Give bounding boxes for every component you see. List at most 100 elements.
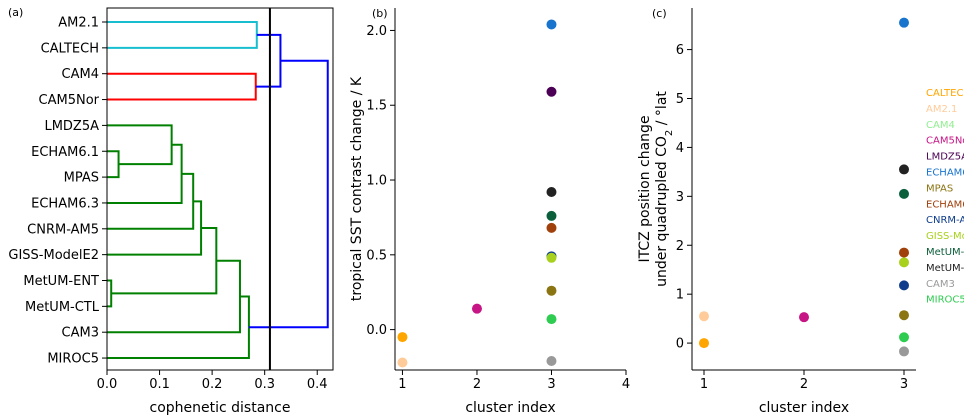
- data-point-lmdz5a: [546, 86, 557, 97]
- data-point-cam3: [546, 356, 557, 367]
- y-tick-label: 1: [676, 288, 684, 303]
- x-tick-label: 1: [700, 377, 708, 392]
- leaf-label: ECHAM6.3: [31, 196, 99, 211]
- legend-entry-caltech: CALTECH: [926, 88, 964, 99]
- legend-entry-cam4: CAM4: [926, 120, 955, 131]
- dendrogram-link-10: [107, 295, 250, 360]
- panel-tag-c: (c): [652, 7, 667, 20]
- y-tick-label: 0.5: [366, 248, 387, 263]
- legend-entry-lmdz5a: LMDZ5A: [926, 152, 964, 163]
- leaf-label: MIROC5: [47, 352, 99, 367]
- x-tick-label: 4: [622, 377, 630, 392]
- leaf-label: MPAS: [64, 171, 99, 186]
- data-point-metum-ctl: [546, 186, 557, 197]
- x-tick-label: 3: [547, 377, 555, 392]
- data-point-metum-ent: [899, 188, 909, 199]
- x-axis-label: cluster index: [465, 400, 555, 416]
- dendrogram-frame: [106, 7, 334, 371]
- y-tick-label: 0: [676, 337, 684, 352]
- data-point-caltech: [699, 338, 709, 349]
- legend-entry-echam6.3: ECHAM6.3: [926, 199, 964, 210]
- data-point-giss-modele2: [546, 252, 557, 263]
- data-point-giss-modele2: [899, 257, 909, 268]
- y-tick-label: 4: [676, 141, 684, 156]
- y-label-unit: / °lat: [654, 91, 670, 130]
- y-tick-label: 3: [676, 190, 684, 205]
- x-tick-label: 2: [800, 377, 808, 392]
- y-axis-label-line-1: ITCZ position change: [637, 115, 653, 262]
- data-point-echam6.1: [899, 17, 909, 28]
- data-point-mpas: [546, 285, 557, 296]
- dendrogram-link-12: [248, 59, 329, 329]
- legend-entry-metum-ent: MetUM-ENT: [926, 247, 964, 258]
- legend-entry-miroc5: MIROC5: [926, 295, 964, 306]
- dendrogram-link-1: [107, 72, 257, 101]
- leaf-label: ECHAM6.1: [31, 145, 99, 160]
- dendrogram-link-7: [107, 279, 113, 308]
- x-tick-label: 0.3: [254, 377, 275, 392]
- data-point-mpas: [899, 310, 909, 321]
- panel-tag-a: (a): [8, 6, 23, 19]
- legend-entry-am2.1: AM2.1: [926, 104, 957, 115]
- y-axis-label: tropical SST contrast change / K: [349, 76, 365, 301]
- leaf-label: GISS-ModelE2: [8, 248, 99, 263]
- y-tick-label: 0.0: [366, 323, 387, 338]
- x-tick-label: 0.4: [307, 377, 328, 392]
- leaf-label: CAM4: [62, 67, 99, 82]
- leaf-label: LMDZ5A: [44, 119, 99, 134]
- sst-contrast-panel: 1 2 3 4 0.0 0.5 1.0 1.5 2.0 cluster index tropical…: [349, 8, 630, 416]
- y-label-subscript: 2: [664, 130, 675, 136]
- leaf-label: CALTECH: [41, 41, 99, 56]
- legend-entry-giss-modele2: GISS-ModelE2: [926, 231, 964, 242]
- dendrogram-link-3: [107, 124, 173, 166]
- x-axis-label: cluster index: [759, 400, 849, 416]
- y-tick-label: 1.5: [366, 99, 387, 114]
- legend-entry-cam3: CAM3: [926, 279, 955, 290]
- dendrogram-link-0: [107, 21, 258, 49]
- x-tick-label: 1: [398, 377, 406, 392]
- panel-tag-b: (b): [372, 7, 388, 20]
- data-point-miroc5: [546, 314, 557, 325]
- dendrogram-link-9: [107, 259, 241, 334]
- legend-entry-cnrm-am5: CNRM-AM5: [926, 215, 964, 226]
- x-tick-label: 0.2: [202, 377, 223, 392]
- x-tick-label: 3: [900, 377, 908, 392]
- data-point-am2.1: [699, 311, 709, 322]
- legend-entry-echam6.1: ECHAM6.1: [926, 168, 964, 179]
- y-tick-label: 2: [676, 239, 684, 254]
- leaf-label: MetUM-ENT: [23, 274, 99, 289]
- data-point-echam6.3: [546, 222, 557, 233]
- x-tick-label: 2: [473, 377, 481, 392]
- data-point-cam5nor: [799, 312, 809, 323]
- dendrogram-link-6: [107, 200, 203, 256]
- dendrogram-panel: AM2.1 CALTECH CAM4 CAM5Nor LMDZ5A ECHAM6.1 MPA…: [8, 7, 334, 416]
- legend-entry-mpas: MPAS: [926, 183, 953, 194]
- data-point-cnrm-am5: [899, 280, 909, 291]
- dendrogram-link-5: [107, 172, 195, 230]
- leaf-label: CNRM-AM5: [27, 222, 99, 237]
- legend-entry-metum-ctl: MetUM-CTL: [926, 263, 964, 274]
- data-point-cam3: [899, 346, 909, 357]
- dendrogram-link-2: [107, 150, 120, 179]
- data-point-echam6.3: [899, 247, 909, 258]
- data-point-metum-ctl: [899, 164, 909, 175]
- legend-entry-cam5nor: CAM5Nor: [926, 136, 964, 147]
- data-point-miroc5: [899, 332, 909, 343]
- leaf-label: AM2.1: [58, 16, 99, 31]
- x-tick-label: 0.0: [97, 377, 118, 392]
- data-point-caltech: [397, 332, 408, 343]
- x-tick-label: 0.1: [149, 377, 170, 392]
- y-label-text: under quadrupled CO: [654, 136, 670, 287]
- dendrogram-link-11: [255, 33, 282, 88]
- y-axis-label-line-2: under quadrupled CO2 / °lat: [654, 91, 675, 287]
- x-axis-label: cophenetic distance: [150, 400, 291, 416]
- data-point-metum-ent: [546, 210, 557, 221]
- leaf-label: CAM5Nor: [39, 93, 100, 108]
- data-point-am2.1: [397, 357, 408, 368]
- itcz-shift-panel: 1 2 3 0 1 2 3 4 5 6 cluster index ITCZ position cha…: [637, 8, 964, 416]
- data-point-echam6.1: [546, 19, 557, 30]
- y-tick-label: 5: [676, 92, 684, 107]
- leaf-label: CAM3: [62, 326, 99, 341]
- y-tick-label: 1.0: [366, 174, 387, 189]
